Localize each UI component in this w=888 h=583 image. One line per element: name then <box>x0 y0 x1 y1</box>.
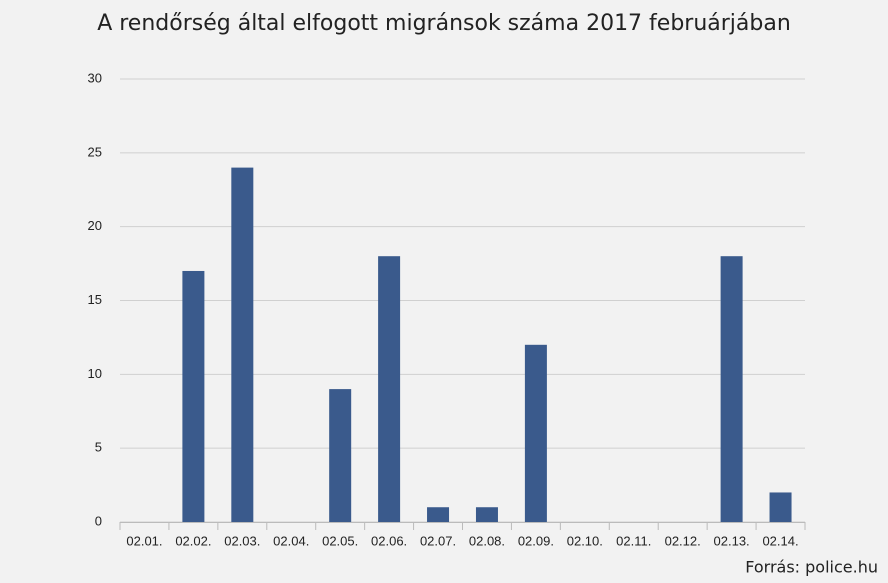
x-tick-label: 02.08. <box>469 533 505 548</box>
x-tick-label: 02.12. <box>665 533 701 548</box>
bar <box>427 507 450 522</box>
bar <box>329 389 352 522</box>
y-tick-label: 30 <box>88 70 102 85</box>
x-tick-label: 02.07. <box>420 533 456 548</box>
y-tick-label: 10 <box>88 366 102 381</box>
x-tick-label: 02.14. <box>762 533 798 548</box>
y-tick-label: 0 <box>95 513 102 528</box>
bar <box>182 270 205 522</box>
chart-title: A rendőrség által elfogott migránsok szá… <box>97 11 791 36</box>
x-tick-label: 02.03. <box>224 533 260 548</box>
y-tick-label: 15 <box>88 292 102 307</box>
bar <box>524 344 547 522</box>
bar <box>769 492 792 522</box>
bar <box>475 507 498 522</box>
y-tick-label: 5 <box>95 440 102 455</box>
bar <box>378 256 401 522</box>
x-tick-label: 02.05. <box>322 533 358 548</box>
y-tick-label: 25 <box>88 144 102 159</box>
x-tick-label: 02.02. <box>175 533 211 548</box>
x-tick-label: 02.06. <box>371 533 407 548</box>
x-tick-label: 02.04. <box>273 533 309 548</box>
x-tick-label: 02.11. <box>616 533 651 548</box>
bar <box>720 256 743 522</box>
x-tick-label: 02.13. <box>714 533 750 548</box>
bar <box>231 167 254 522</box>
x-tick-label: 02.01. <box>126 533 162 548</box>
y-tick-label: 20 <box>88 218 102 233</box>
x-tick-label: 02.09. <box>518 533 554 548</box>
x-tick-label: 02.10. <box>567 533 603 548</box>
source: Forrás: police.hu <box>745 558 878 577</box>
